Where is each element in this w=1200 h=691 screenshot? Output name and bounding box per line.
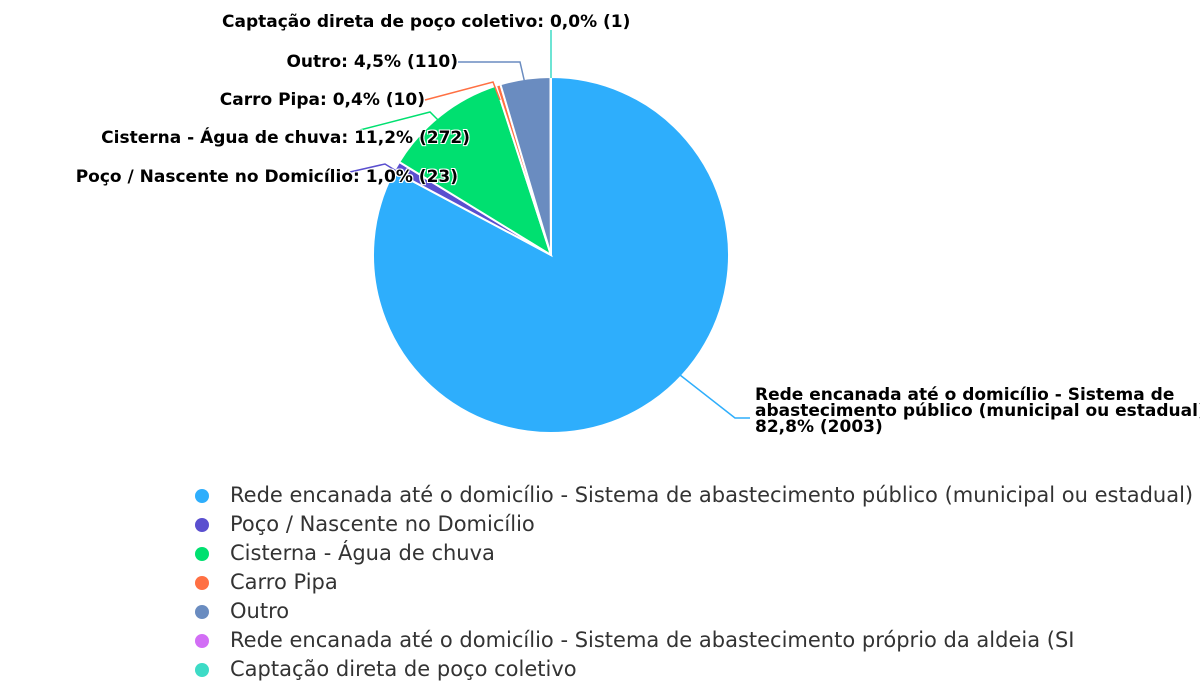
data-label: Outro: 4,5% (110) xyxy=(286,52,458,72)
legend-item: Captação direta de poço coletivo xyxy=(195,657,577,681)
data-label: Cisterna - Água de chuva: 11,2% (272) xyxy=(101,128,470,148)
legend-label: Rede encanada até o domicílio - Sistema … xyxy=(230,483,1194,507)
pie-slice xyxy=(372,75,730,434)
legend-item: Outro xyxy=(195,599,289,623)
legend-label: Cisterna - Água de chuva xyxy=(230,541,495,565)
legend-swatch xyxy=(195,634,209,648)
connector xyxy=(458,61,527,89)
legend-item: Rede encanada até o domicílio - Sistema … xyxy=(195,628,1074,652)
legend-item: Cisterna - Água de chuva xyxy=(195,541,495,565)
legend-item: Rede encanada até o domicílio - Sistema … xyxy=(195,483,1193,507)
connector xyxy=(679,374,750,419)
connector xyxy=(349,163,399,173)
legend-swatch xyxy=(195,605,209,619)
legend-item: Poço / Nascente no Domicílio xyxy=(195,512,535,536)
legend-label: Rede encanada até o domicílio - Sistema … xyxy=(230,628,1075,652)
legend-swatch xyxy=(195,489,209,503)
legend-label: Captação direta de poço coletivo xyxy=(230,657,577,681)
data-label: Carro Pipa: 0,4% (10) xyxy=(219,90,425,110)
connector xyxy=(359,111,441,131)
data-label: Rede encanada até o domicílio - Sistema … xyxy=(755,385,1200,437)
legend-label: Outro xyxy=(230,599,290,623)
legend-swatch xyxy=(195,547,209,561)
pie-slice xyxy=(397,84,553,258)
legend-label: Poço / Nascente no Domicílio xyxy=(230,512,535,536)
legend-item: Carro Pipa xyxy=(195,570,338,594)
legend-swatch xyxy=(195,576,209,590)
legend-label: Carro Pipa xyxy=(230,570,338,594)
legend-swatch xyxy=(195,518,209,532)
connector xyxy=(424,81,501,101)
legend-swatch xyxy=(195,663,209,677)
data-label: Poço / Nascente no Domicílio: 1,0% (23) xyxy=(75,167,458,187)
data-label: Captação direta de poço coletivo: 0,0% (… xyxy=(222,12,631,32)
